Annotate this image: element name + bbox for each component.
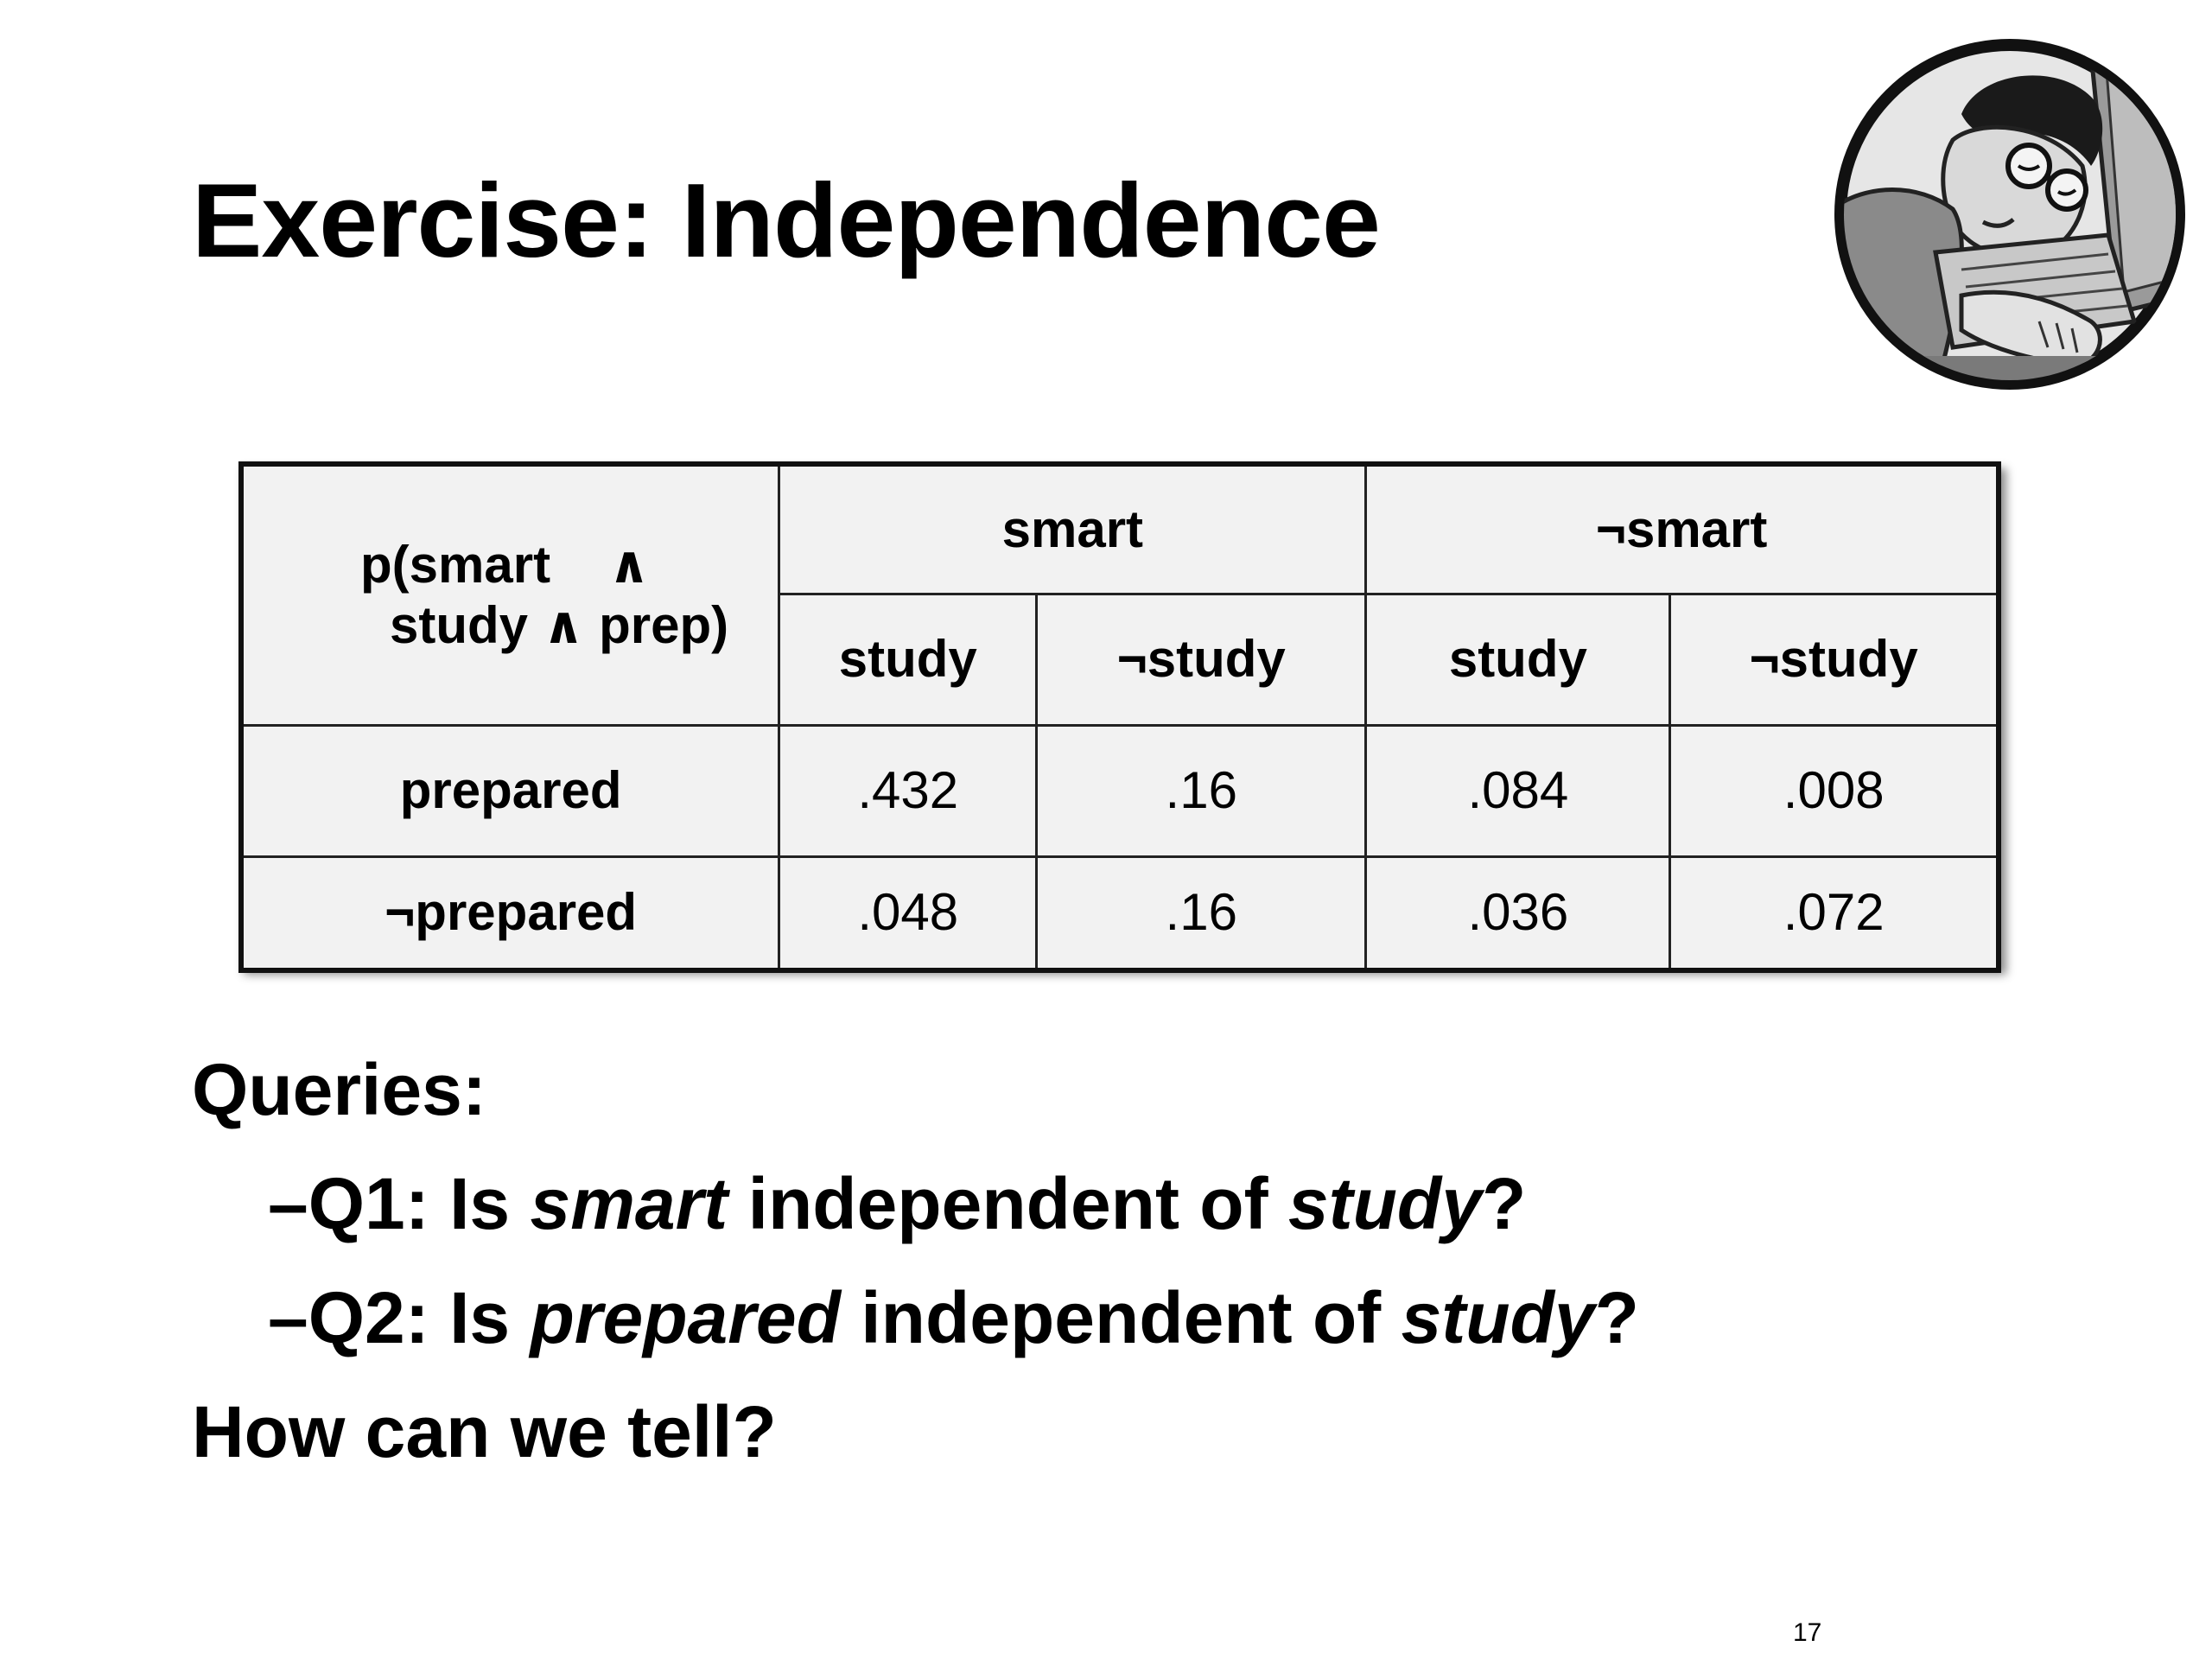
closing-question: How can we tell? <box>192 1391 777 1472</box>
query-q1-suffix: ? <box>1481 1163 1527 1244</box>
sub-column-header: study <box>1364 592 1672 727</box>
corner-header-line1: p(smart ∧ <box>360 535 651 594</box>
column-group-not-smart: ¬smart <box>1364 462 2000 595</box>
table-row-not-prepared: ¬prepared .048 .16 .036 .072 <box>239 855 2000 972</box>
sub-column-header: study <box>778 592 1039 727</box>
table-cell: .036 <box>1364 855 1672 972</box>
table-cell: .008 <box>1669 723 2000 858</box>
column-group-smart: smart <box>778 462 1368 595</box>
query-q2-prefix: Q2: Is <box>308 1277 531 1358</box>
query-q2: –Q2: Is prepared independent of study? <box>192 1261 1639 1375</box>
queries-heading: Queries: <box>192 1049 486 1130</box>
table-cell: .072 <box>1669 855 2000 972</box>
joint-probability-table: p(smart ∧ study ∧ prep) smart ¬smart stu… <box>238 461 2001 973</box>
query-dash: – <box>268 1163 308 1244</box>
query-q1-middle: independent of <box>728 1163 1288 1244</box>
table-cell: .048 <box>778 855 1039 972</box>
query-dash: – <box>268 1277 308 1358</box>
table-corner-header: p(smart ∧ study ∧ prep) <box>239 462 781 727</box>
query-q2-var2: study <box>1401 1277 1595 1358</box>
sleeping-student-icon <box>1834 39 2185 390</box>
table-cell: .084 <box>1364 723 1672 858</box>
query-q2-middle: independent of <box>840 1277 1402 1358</box>
page-number: 17 <box>1793 1618 1822 1647</box>
query-q1: –Q1: Is smart independent of study? <box>192 1147 1639 1261</box>
sub-column-header: ¬study <box>1669 592 2000 727</box>
corner-header-line2: study ∧ prep) <box>390 595 729 654</box>
joint-probability-table-frame: p(smart ∧ study ∧ prep) smart ¬smart stu… <box>238 461 2001 973</box>
sub-column-header: ¬study <box>1035 592 1368 727</box>
row-header: prepared <box>239 723 781 858</box>
query-q2-var1: prepared <box>530 1277 841 1358</box>
query-q1-prefix: Q1: Is <box>308 1163 531 1244</box>
table-cell: .16 <box>1035 855 1368 972</box>
query-q1-var1: smart <box>530 1163 728 1244</box>
query-q2-suffix: ? <box>1594 1277 1639 1358</box>
table-row-prepared: prepared .432 .16 .084 .008 <box>239 723 2000 858</box>
table-cell: .16 <box>1035 723 1368 858</box>
table-cell: .432 <box>778 723 1039 858</box>
queries-block: Queries: –Q1: Is smart independent of st… <box>192 1033 1639 1489</box>
row-header: ¬prepared <box>239 855 781 972</box>
slide-title: Exercise: Independence <box>192 162 1381 279</box>
query-q1-var2: study <box>1287 1163 1482 1244</box>
